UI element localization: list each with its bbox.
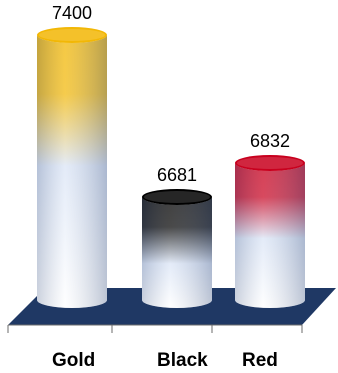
data-label-gold: 7400 (52, 3, 92, 23)
bar-top-red (235, 155, 305, 171)
bar-red (235, 155, 305, 308)
bar-shade-red (235, 163, 305, 308)
bar-shade-gold (37, 35, 107, 308)
data-label-black: 6681 (157, 165, 197, 185)
x-tick-label-black: Black (157, 350, 208, 368)
bar-top-highlight-gold (39, 29, 105, 41)
x-tick-label-gold: Gold (52, 350, 95, 368)
x-tick-label-red: Red (242, 350, 278, 368)
data-label-red: 6832 (250, 131, 290, 151)
bar-shade-black (142, 197, 212, 308)
bar-black (142, 189, 212, 308)
bar-top-black (142, 189, 212, 205)
bar-top-highlight-black (144, 191, 210, 203)
bar-top-gold (37, 27, 107, 43)
bar-top-highlight-red (237, 157, 303, 169)
bar-gold (37, 27, 107, 308)
